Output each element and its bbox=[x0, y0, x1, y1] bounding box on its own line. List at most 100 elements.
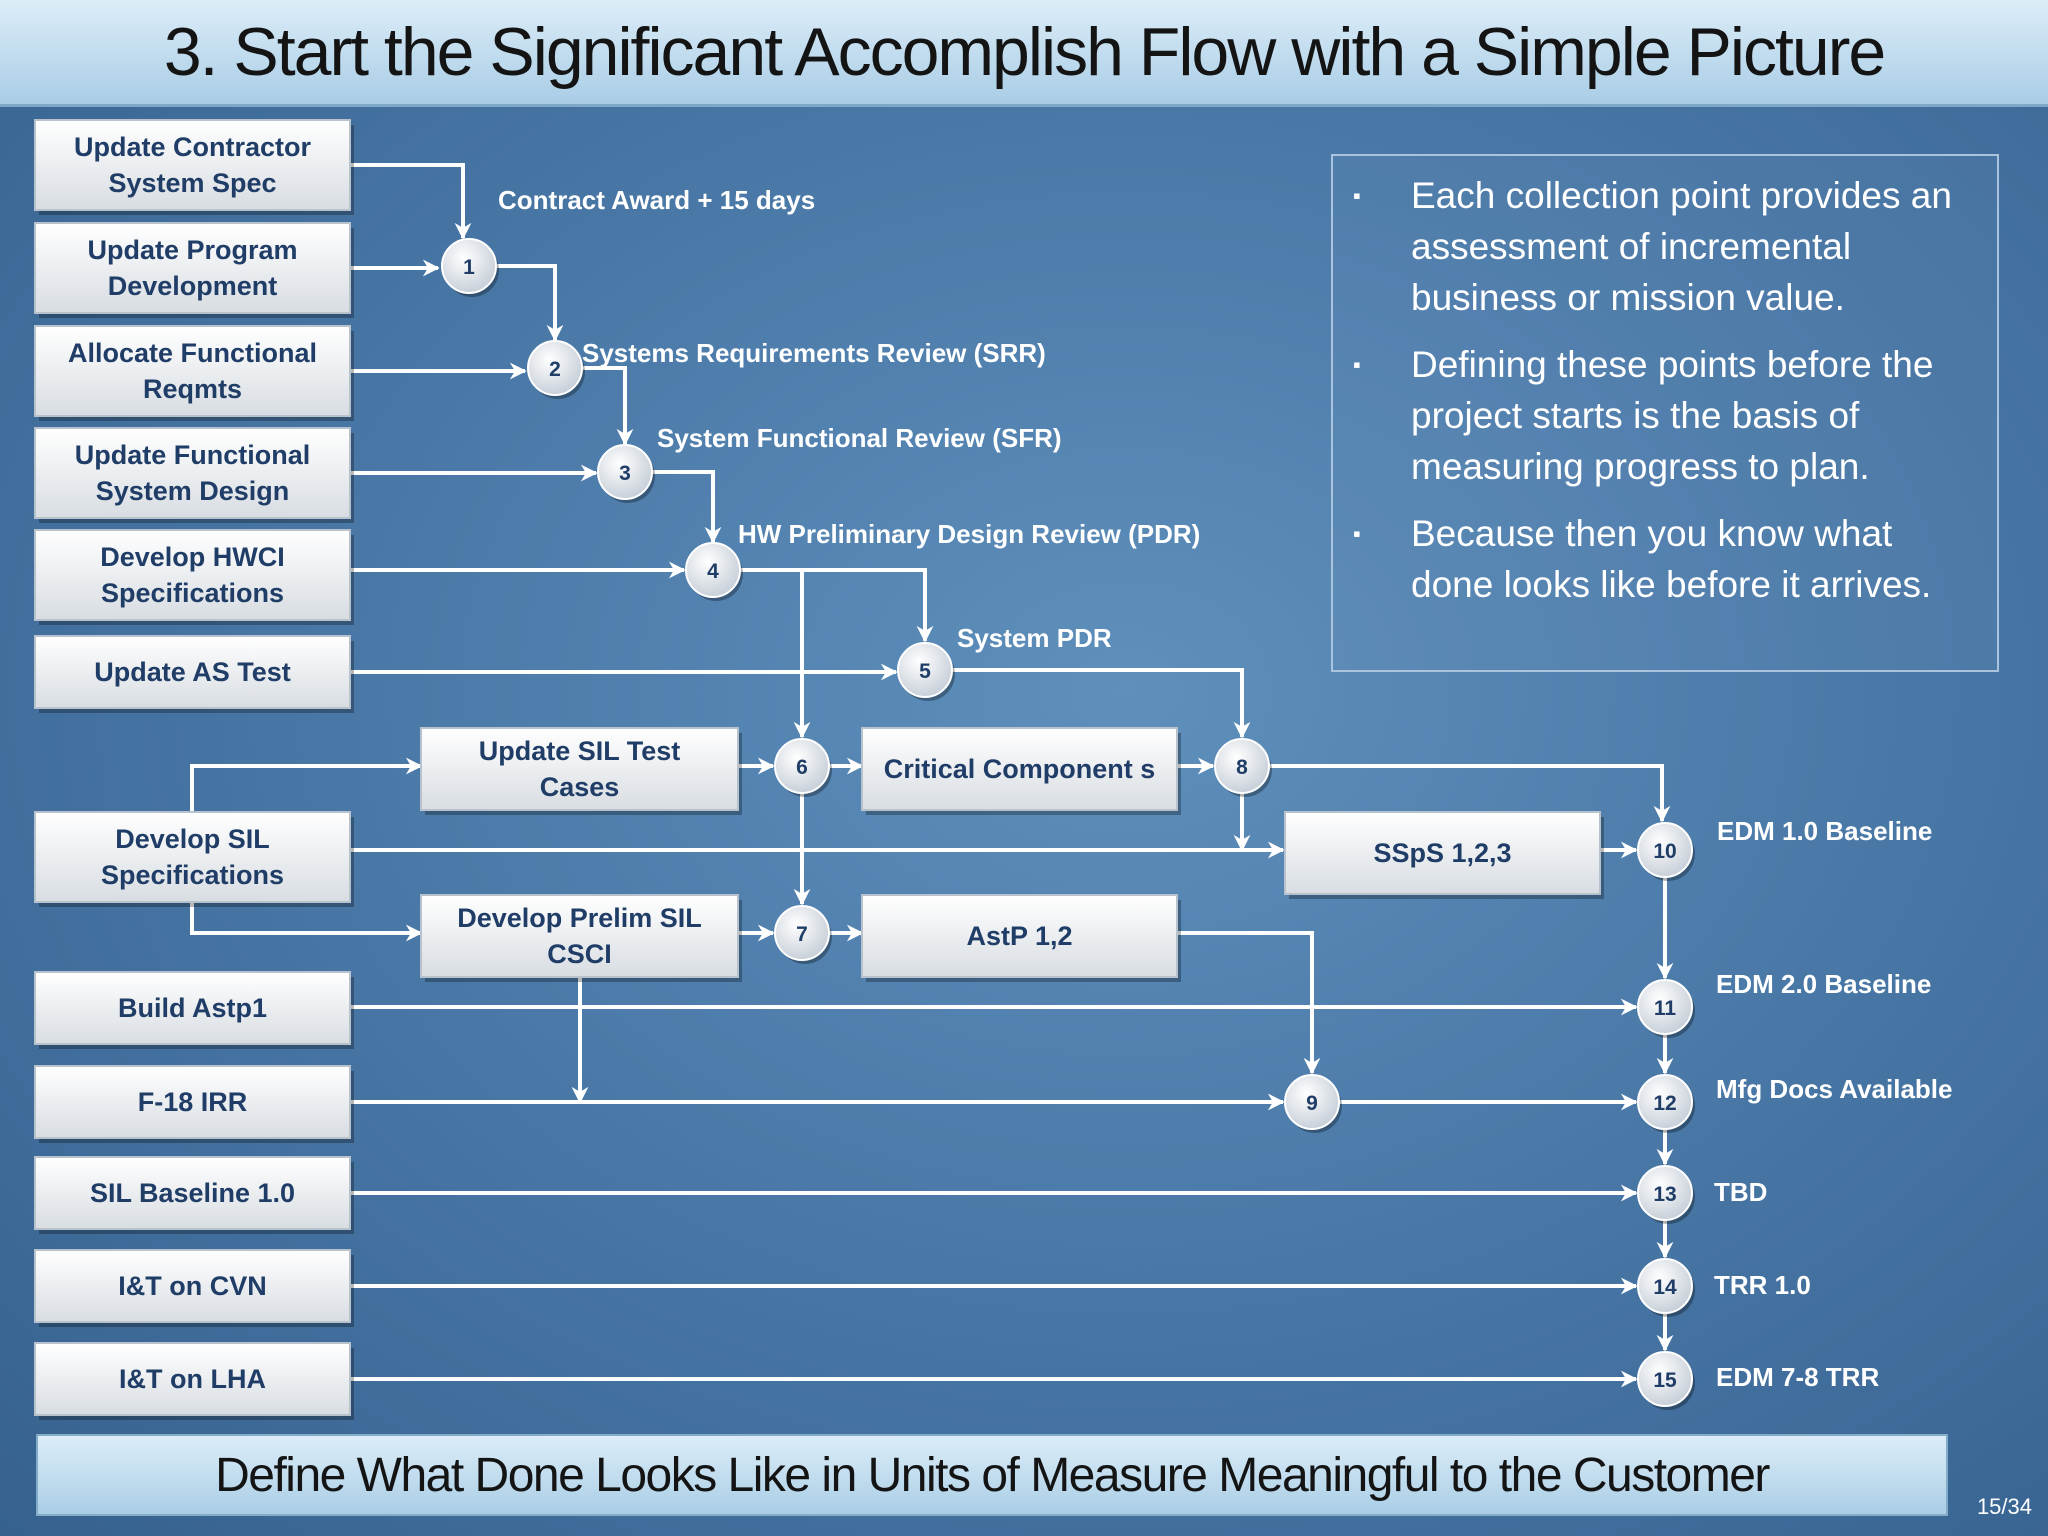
task-label: I&T on LHA bbox=[119, 1364, 266, 1394]
connector-arrow bbox=[190, 902, 423, 942]
box-frame bbox=[1284, 811, 1601, 895]
node-number: 11 bbox=[1654, 997, 1677, 1020]
node-circle bbox=[1637, 1074, 1693, 1130]
node-circle bbox=[527, 340, 583, 396]
node-number: 5 bbox=[919, 660, 931, 683]
task-box-critical-components: Critical Component s bbox=[861, 727, 1181, 815]
milestone-label: EDM 2.0 Baseline bbox=[1716, 969, 1931, 999]
task-box-it-cvn: I&T on CVN bbox=[34, 1249, 354, 1327]
connectors bbox=[190, 163, 1674, 1388]
task-label: SSpS 1,2,3 bbox=[1373, 838, 1511, 868]
task-box-build-astp1: Build Astp1 bbox=[34, 971, 354, 1049]
note-item: ▪ Each collection point provides an asse… bbox=[1353, 170, 1979, 323]
task-label: SIL Baseline 1.0 bbox=[90, 1178, 295, 1208]
task-box-develop-sil-specs: Develop SIL Specifications bbox=[34, 811, 354, 907]
node-number: 9 bbox=[1306, 1092, 1318, 1115]
box-frame bbox=[34, 1156, 351, 1230]
node-circle bbox=[1214, 738, 1270, 794]
task-label: Develop HWCI bbox=[100, 542, 285, 572]
task-label: Update Contractor bbox=[74, 132, 312, 162]
task-box-it-lha: I&T on LHA bbox=[34, 1342, 354, 1420]
milestone-node-9: 9 bbox=[1284, 1074, 1342, 1133]
milestone-node-10: 10 bbox=[1637, 822, 1695, 881]
node-circle bbox=[1637, 822, 1693, 878]
milestone-node-15: 15 bbox=[1637, 1351, 1695, 1410]
node-number: 3 bbox=[619, 462, 631, 485]
node-circle bbox=[774, 905, 830, 961]
box-frame bbox=[34, 529, 351, 621]
milestone-node-11: 11 bbox=[1637, 979, 1695, 1038]
task-box-update-contractor-spec: Update Contractor System Spec bbox=[34, 119, 354, 215]
box-frame bbox=[420, 727, 739, 811]
note-item: ▪ Defining these points before the proje… bbox=[1353, 339, 1979, 492]
box-frame bbox=[861, 727, 1178, 811]
connector-arrow bbox=[1270, 764, 1671, 823]
milestone-label: Mfg Docs Available bbox=[1716, 1074, 1952, 1104]
milestone-node-3: 3 bbox=[597, 444, 655, 503]
milestone-node-6: 6 bbox=[774, 738, 832, 797]
bullet-icon: ▪ bbox=[1353, 183, 1361, 208]
task-label: Build Astp1 bbox=[118, 993, 267, 1023]
node-circle bbox=[774, 738, 830, 794]
node-number: 12 bbox=[1653, 1092, 1676, 1115]
task-label: I&T on CVN bbox=[118, 1271, 267, 1301]
task-box-update-sil-test-cases: Update SIL Test Cases bbox=[420, 727, 742, 815]
task-boxes: Update Contractor System Spec Update Progr… bbox=[34, 119, 1604, 1420]
box-frame bbox=[34, 427, 351, 519]
box-frame bbox=[34, 1342, 351, 1416]
task-label: System Spec bbox=[108, 168, 276, 198]
milestone-label: TBD bbox=[1714, 1177, 1767, 1207]
connector-arrow bbox=[350, 163, 472, 240]
task-box-develop-prelim-sil: Develop Prelim SIL CSCI bbox=[420, 894, 742, 982]
node-number: 4 bbox=[707, 560, 719, 583]
task-label: Update AS Test bbox=[94, 657, 291, 687]
task-box-update-program-dev: Update Program Development bbox=[34, 222, 354, 318]
task-box-f18-irr: F-18 IRR bbox=[34, 1065, 354, 1143]
task-box-astp12: AstP 1,2 bbox=[861, 894, 1181, 982]
box-frame bbox=[34, 811, 351, 903]
task-label: Develop SIL bbox=[115, 824, 270, 854]
task-box-ssps: SSpS 1,2,3 bbox=[1284, 811, 1604, 899]
note-item: ▪ Because then you know what done looks … bbox=[1353, 508, 1979, 610]
box-frame bbox=[34, 1065, 351, 1139]
milestone-node-14: 14 bbox=[1637, 1258, 1695, 1317]
box-frame bbox=[34, 971, 351, 1045]
milestone-node-12: 12 bbox=[1637, 1074, 1695, 1133]
milestone-label: HW Preliminary Design Review (PDR) bbox=[738, 519, 1200, 549]
milestone-label: EDM 1.0 Baseline bbox=[1717, 816, 1932, 846]
task-label: Specifications bbox=[101, 860, 284, 890]
task-box-develop-hwci: Develop HWCI Specifications bbox=[34, 529, 354, 625]
box-frame bbox=[34, 635, 351, 709]
milestone-node-7: 7 bbox=[774, 905, 832, 964]
note-text: Each collection point provides an assess… bbox=[1411, 175, 1952, 318]
task-label: System Design bbox=[96, 476, 290, 506]
note-text: Defining these points before the project… bbox=[1411, 344, 1934, 487]
node-number: 6 bbox=[796, 756, 808, 779]
node-number: 10 bbox=[1653, 840, 1676, 863]
node-number: 8 bbox=[1236, 756, 1248, 779]
task-label: Critical Component s bbox=[884, 754, 1156, 784]
connector-arrow bbox=[497, 264, 564, 342]
task-box-update-functional-design: Update Functional System Design bbox=[34, 427, 354, 523]
milestone-label: EDM 7-8 TRR bbox=[1716, 1362, 1879, 1392]
bullet-icon: ▪ bbox=[1353, 352, 1361, 377]
task-label: AstP 1,2 bbox=[966, 921, 1072, 951]
milestone-node-1: 1 bbox=[441, 238, 499, 297]
box-frame bbox=[861, 894, 1178, 978]
box-frame bbox=[34, 119, 351, 211]
milestone-label: System Functional Review (SFR) bbox=[657, 423, 1062, 453]
task-label: Update SIL Test bbox=[479, 736, 681, 766]
node-circle bbox=[897, 642, 953, 698]
node-number: 13 bbox=[1653, 1183, 1676, 1206]
title-bar: 3. Start the Significant Accomplish Flow… bbox=[0, 0, 2048, 107]
node-circle bbox=[1637, 1351, 1693, 1407]
task-label: Cases bbox=[540, 772, 620, 802]
box-frame bbox=[34, 325, 351, 417]
milestone-node-2: 2 bbox=[527, 340, 585, 399]
node-circle bbox=[441, 238, 497, 294]
node-circle bbox=[1284, 1074, 1340, 1130]
milestone-node-5: 5 bbox=[897, 642, 955, 701]
milestone-node-13: 13 bbox=[1637, 1165, 1695, 1224]
page-title: 3. Start the Significant Accomplish Flow… bbox=[163, 14, 1886, 90]
notes-box: ▪ Each collection point provides an asse… bbox=[1331, 154, 1999, 672]
